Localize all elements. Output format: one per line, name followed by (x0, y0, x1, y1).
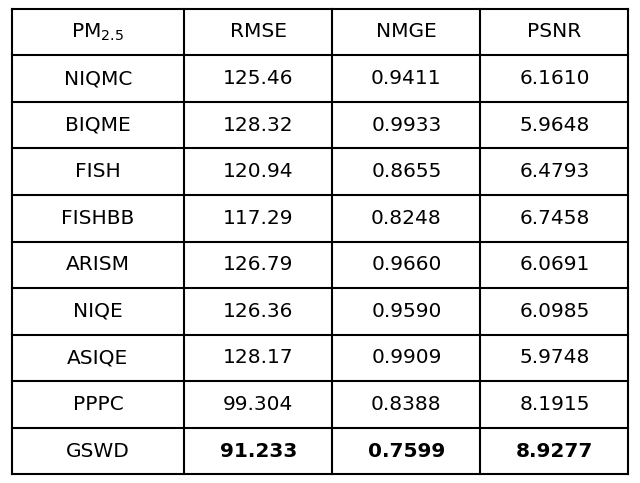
Text: GSWD: GSWD (66, 441, 130, 460)
Text: 128.17: 128.17 (223, 348, 294, 368)
Text: 0.8248: 0.8248 (371, 209, 442, 227)
Text: 0.9933: 0.9933 (371, 115, 442, 135)
Text: 0.8655: 0.8655 (371, 162, 442, 181)
Text: 6.7458: 6.7458 (519, 209, 589, 227)
Text: 6.0985: 6.0985 (519, 302, 589, 321)
Text: 8.9277: 8.9277 (516, 441, 593, 460)
Text: 0.9590: 0.9590 (371, 302, 442, 321)
Text: 0.8388: 0.8388 (371, 395, 442, 414)
Text: 6.1610: 6.1610 (519, 69, 589, 88)
Text: 125.46: 125.46 (223, 69, 294, 88)
Text: NIQMC: NIQMC (64, 69, 132, 88)
Text: 99.304: 99.304 (223, 395, 294, 414)
Text: NMGE: NMGE (376, 23, 436, 42)
Text: 120.94: 120.94 (223, 162, 294, 181)
Text: 6.0691: 6.0691 (519, 256, 589, 274)
Text: 5.9748: 5.9748 (519, 348, 589, 368)
Text: BIQME: BIQME (65, 115, 131, 135)
Text: 0.9660: 0.9660 (371, 256, 442, 274)
Text: RMSE: RMSE (230, 23, 287, 42)
Text: 128.32: 128.32 (223, 115, 294, 135)
Text: 91.233: 91.233 (220, 441, 297, 460)
Text: 117.29: 117.29 (223, 209, 294, 227)
Text: 6.4793: 6.4793 (519, 162, 589, 181)
Text: 0.9909: 0.9909 (371, 348, 442, 368)
Text: ARISM: ARISM (66, 256, 130, 274)
Text: 126.36: 126.36 (223, 302, 294, 321)
Text: PPPC: PPPC (72, 395, 124, 414)
Text: PM$_{2.5}$: PM$_{2.5}$ (72, 21, 124, 43)
Text: NIQE: NIQE (73, 302, 123, 321)
Text: PSNR: PSNR (527, 23, 582, 42)
Text: ASIQE: ASIQE (67, 348, 129, 368)
Text: 8.1915: 8.1915 (519, 395, 589, 414)
Text: 5.9648: 5.9648 (519, 115, 589, 135)
Text: FISH: FISH (75, 162, 121, 181)
Text: 126.79: 126.79 (223, 256, 294, 274)
Text: FISHBB: FISHBB (61, 209, 134, 227)
Text: 0.7599: 0.7599 (368, 441, 445, 460)
Text: 0.9411: 0.9411 (371, 69, 442, 88)
